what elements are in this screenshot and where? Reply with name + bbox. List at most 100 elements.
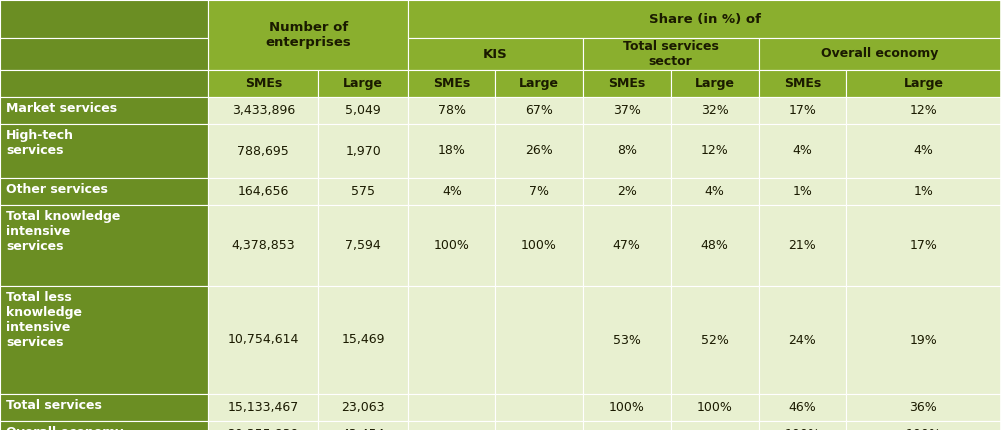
Bar bbox=[495, 205, 583, 286]
Bar bbox=[408, 70, 495, 97]
Text: 7%: 7% bbox=[530, 185, 549, 198]
Text: 3,433,896: 3,433,896 bbox=[231, 104, 295, 117]
Bar bbox=[495, 421, 583, 430]
Text: 7,594: 7,594 bbox=[345, 239, 381, 252]
Bar bbox=[583, 97, 671, 124]
Text: 52%: 52% bbox=[701, 334, 729, 347]
Text: 19%: 19% bbox=[910, 334, 937, 347]
Text: 17%: 17% bbox=[910, 239, 937, 252]
Text: 1%: 1% bbox=[914, 185, 933, 198]
Bar bbox=[208, 394, 318, 421]
Bar bbox=[583, 394, 671, 421]
Text: 18%: 18% bbox=[438, 144, 465, 157]
Text: 24%: 24% bbox=[789, 334, 816, 347]
Text: 37%: 37% bbox=[613, 104, 641, 117]
Text: 23,063: 23,063 bbox=[341, 401, 385, 414]
Text: 4,378,853: 4,378,853 bbox=[231, 239, 295, 252]
Bar bbox=[583, 286, 671, 394]
Bar bbox=[318, 70, 408, 97]
Text: 53%: 53% bbox=[613, 334, 641, 347]
Bar bbox=[318, 178, 408, 205]
Text: Large: Large bbox=[343, 77, 383, 90]
Bar bbox=[583, 70, 671, 97]
Bar bbox=[846, 124, 1001, 178]
Text: 575: 575 bbox=[351, 185, 375, 198]
Bar bbox=[318, 394, 408, 421]
Bar bbox=[0, 178, 208, 205]
Text: 4%: 4% bbox=[793, 144, 812, 157]
Bar bbox=[759, 38, 1001, 70]
Text: 20,355,839: 20,355,839 bbox=[227, 428, 299, 430]
Bar bbox=[408, 38, 583, 70]
Text: 5,049: 5,049 bbox=[345, 104, 381, 117]
Text: 47%: 47% bbox=[613, 239, 641, 252]
Bar bbox=[408, 286, 495, 394]
Text: 100%: 100% bbox=[697, 401, 733, 414]
Bar bbox=[208, 205, 318, 286]
Text: 4%: 4% bbox=[705, 185, 725, 198]
Bar bbox=[759, 394, 846, 421]
Bar bbox=[583, 178, 671, 205]
Text: Market services: Market services bbox=[6, 102, 117, 115]
Bar bbox=[408, 178, 495, 205]
Text: 12%: 12% bbox=[910, 104, 937, 117]
Text: Number of
enterprises: Number of enterprises bbox=[265, 21, 351, 49]
Bar bbox=[671, 394, 759, 421]
Text: 100%: 100% bbox=[906, 428, 941, 430]
Bar bbox=[671, 421, 759, 430]
Bar bbox=[495, 286, 583, 394]
Bar bbox=[208, 421, 318, 430]
Text: Other services: Other services bbox=[6, 183, 108, 196]
Bar bbox=[671, 178, 759, 205]
Bar bbox=[495, 124, 583, 178]
Bar bbox=[495, 178, 583, 205]
Text: High-tech
services: High-tech services bbox=[6, 129, 74, 157]
Bar bbox=[0, 0, 208, 38]
Text: Total less
knowledge
intensive
services: Total less knowledge intensive services bbox=[6, 291, 82, 349]
Bar bbox=[846, 97, 1001, 124]
Bar bbox=[318, 205, 408, 286]
Bar bbox=[846, 286, 1001, 394]
Bar bbox=[846, 205, 1001, 286]
Bar bbox=[583, 38, 759, 70]
Text: 100%: 100% bbox=[434, 239, 469, 252]
Text: 8%: 8% bbox=[617, 144, 637, 157]
Bar bbox=[318, 124, 408, 178]
Bar bbox=[0, 38, 208, 70]
Bar bbox=[671, 286, 759, 394]
Bar bbox=[408, 97, 495, 124]
Bar bbox=[671, 97, 759, 124]
Bar bbox=[671, 124, 759, 178]
Text: 164,656: 164,656 bbox=[237, 185, 289, 198]
Text: 32%: 32% bbox=[701, 104, 729, 117]
Bar bbox=[671, 70, 759, 97]
Text: 1%: 1% bbox=[793, 185, 812, 198]
Bar bbox=[0, 97, 208, 124]
Bar bbox=[318, 421, 408, 430]
Bar bbox=[0, 70, 208, 97]
Text: KIS: KIS bbox=[483, 47, 508, 61]
Text: 100%: 100% bbox=[609, 401, 645, 414]
Bar bbox=[759, 205, 846, 286]
Bar bbox=[318, 286, 408, 394]
Text: 100%: 100% bbox=[785, 428, 820, 430]
Bar bbox=[846, 421, 1001, 430]
Text: 12%: 12% bbox=[701, 144, 729, 157]
Bar bbox=[846, 178, 1001, 205]
Text: 788,695: 788,695 bbox=[237, 144, 289, 157]
Text: Total knowledge
intensive
services: Total knowledge intensive services bbox=[6, 210, 120, 253]
Bar bbox=[408, 421, 495, 430]
Text: 15,469: 15,469 bbox=[341, 334, 385, 347]
Bar bbox=[408, 394, 495, 421]
Text: SMEs: SMEs bbox=[608, 77, 646, 90]
Bar bbox=[759, 421, 846, 430]
Bar bbox=[0, 286, 208, 394]
Bar bbox=[408, 124, 495, 178]
Text: 4%: 4% bbox=[914, 144, 933, 157]
Bar bbox=[671, 205, 759, 286]
Text: Total services
sector: Total services sector bbox=[623, 40, 719, 68]
Text: Large: Large bbox=[520, 77, 559, 90]
Text: 26%: 26% bbox=[526, 144, 553, 157]
Text: 4%: 4% bbox=[442, 185, 461, 198]
Text: 78%: 78% bbox=[438, 104, 465, 117]
